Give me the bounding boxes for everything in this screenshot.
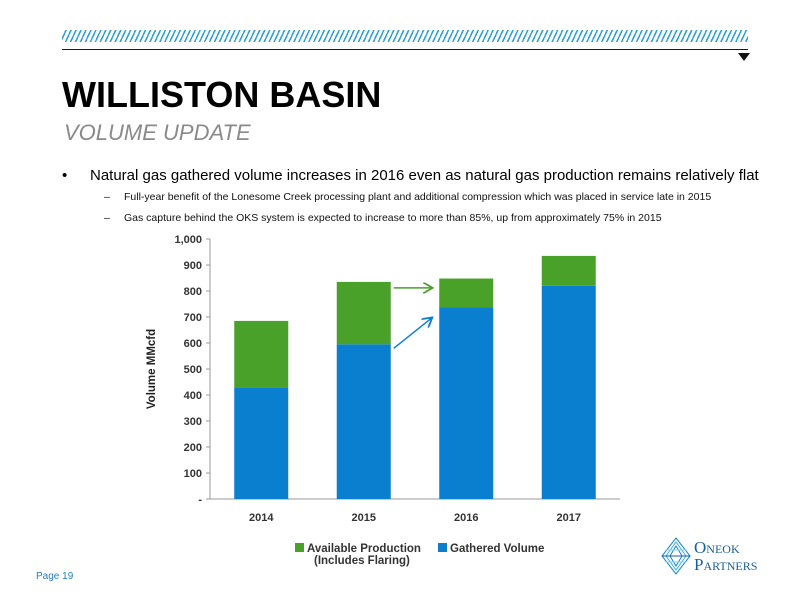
sub-bullet-dash: – bbox=[104, 191, 110, 203]
x-tick-label: 2015 bbox=[352, 512, 376, 524]
legend-swatch-blue bbox=[438, 543, 447, 552]
logo-text-line2: PARTNERS bbox=[694, 555, 757, 575]
header-hatch-band bbox=[62, 30, 748, 42]
sub-bullet: – Gas capture behind the OKS system is ex… bbox=[104, 212, 662, 224]
x-tick-label: 2017 bbox=[557, 512, 581, 524]
x-tick-label: 2016 bbox=[454, 512, 478, 524]
bar-available-production bbox=[336, 281, 391, 345]
bar-gathered-volume bbox=[234, 387, 289, 499]
y-tick-label: 1,000 bbox=[174, 234, 202, 246]
page-title: WILLISTON BASIN bbox=[62, 74, 382, 115]
logo-letter: O bbox=[694, 538, 707, 557]
sub-bullet-text: Full-year benefit of the Lonesome Creek … bbox=[124, 191, 712, 203]
legend-label: Gathered Volume bbox=[450, 543, 545, 555]
sub-bullet: – Full-year benefit of the Lonesome Creek… bbox=[104, 191, 711, 203]
oneok-logo-icon bbox=[661, 537, 691, 575]
page-number: Page 19 bbox=[36, 571, 74, 582]
x-tick-label: 2014 bbox=[249, 512, 274, 524]
y-tick-label: 900 bbox=[184, 260, 202, 272]
y-tick-label: 700 bbox=[184, 312, 202, 324]
sub-bullet-text: Gas capture behind the OKS system is exp… bbox=[124, 212, 662, 224]
main-bullet-text: Natural gas gathered volume increases in… bbox=[90, 167, 759, 184]
legend-label: Available Production bbox=[307, 543, 421, 555]
sub-bullet-dash: – bbox=[104, 212, 110, 224]
logo-letter: P bbox=[694, 555, 704, 574]
legend-item-available-production: Available Production (Includes Flaring) bbox=[295, 543, 421, 567]
y-tick-label: - bbox=[198, 494, 202, 506]
y-tick-label: 600 bbox=[184, 338, 202, 350]
bar-gathered-volume bbox=[336, 344, 391, 499]
y-tick-label: 400 bbox=[184, 390, 202, 402]
main-bullet: • Natural gas gathered volume increases i… bbox=[62, 167, 759, 184]
logo-text-line1: ONEOK bbox=[694, 538, 740, 558]
legend-item-gathered-volume: Gathered Volume bbox=[438, 543, 544, 555]
logo-letters: NEOK bbox=[706, 542, 740, 556]
y-tick-label: 100 bbox=[184, 468, 202, 480]
y-tick-label: 200 bbox=[184, 442, 202, 454]
bar-available-production bbox=[439, 278, 494, 308]
y-tick-label: 300 bbox=[184, 416, 202, 428]
arrow-gathered-volume bbox=[393, 318, 432, 349]
y-axis-title: Volume MMcfd bbox=[146, 329, 158, 409]
bar-available-production bbox=[234, 320, 289, 388]
menu-triangle-icon bbox=[738, 53, 750, 61]
bullet-marker: • bbox=[62, 167, 68, 184]
logo-letters: ARTNERS bbox=[703, 559, 758, 573]
legend-swatch-green bbox=[295, 543, 304, 552]
y-tick-label: 800 bbox=[184, 286, 202, 298]
legend-label-second-line: (Includes Flaring) bbox=[314, 555, 410, 567]
bar-gathered-volume bbox=[541, 285, 596, 499]
bar-available-production bbox=[541, 255, 596, 286]
bar-gathered-volume bbox=[439, 307, 494, 499]
header-rule bbox=[62, 49, 748, 50]
y-tick-label: 500 bbox=[184, 364, 202, 376]
page-subtitle: VOLUME UPDATE bbox=[64, 120, 251, 145]
